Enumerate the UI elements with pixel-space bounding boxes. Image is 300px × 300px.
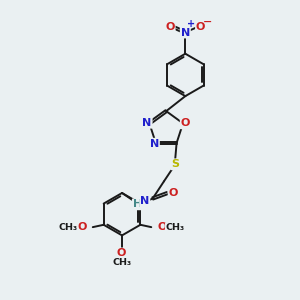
Text: CH₃: CH₃ bbox=[112, 258, 132, 267]
Text: N: N bbox=[140, 196, 149, 206]
Text: S: S bbox=[171, 159, 179, 169]
Text: O: O bbox=[117, 248, 126, 258]
Text: O: O bbox=[77, 222, 87, 232]
Text: CH₃: CH₃ bbox=[165, 223, 184, 232]
Text: −: − bbox=[203, 17, 213, 27]
Text: O: O bbox=[196, 22, 205, 32]
Text: CH₃: CH₃ bbox=[59, 223, 78, 232]
Text: O: O bbox=[169, 188, 178, 198]
Text: O: O bbox=[165, 22, 175, 32]
Text: O: O bbox=[181, 118, 190, 128]
Text: N: N bbox=[142, 118, 152, 128]
Text: O: O bbox=[157, 222, 167, 232]
Text: N: N bbox=[181, 28, 190, 38]
Text: N: N bbox=[150, 139, 159, 149]
Text: +: + bbox=[187, 19, 195, 29]
Text: H: H bbox=[133, 199, 142, 209]
